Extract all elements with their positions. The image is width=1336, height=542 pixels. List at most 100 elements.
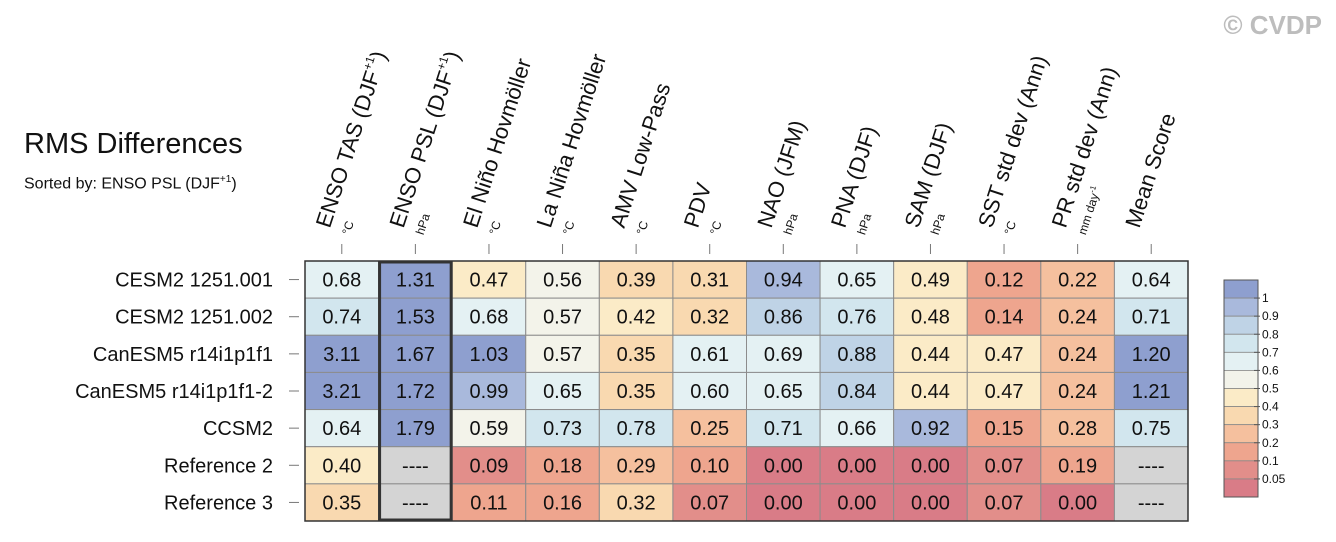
heatmap-cell xyxy=(966,334,1042,373)
legend-swatch xyxy=(1223,297,1259,317)
heatmap-cell xyxy=(304,483,380,522)
cell-value-label: 0.57 xyxy=(543,307,582,329)
cell-value-label: 0.88 xyxy=(837,344,876,366)
cell-value-label: 0.00 xyxy=(911,492,950,514)
column-header: PDV°C xyxy=(679,179,725,236)
cell-value-label: 0.19 xyxy=(1058,455,1097,477)
legend-tick-label: 0.5 xyxy=(1262,382,1279,396)
cell-value-label: 0.86 xyxy=(764,307,803,329)
row-label: CCSM2 xyxy=(203,418,273,440)
heatmap-cell xyxy=(1113,409,1189,448)
column-header: PNA (DJF)hPa xyxy=(826,123,882,237)
cell-value-label: 1.20 xyxy=(1132,344,1171,366)
heatmap-cell xyxy=(672,446,748,485)
cell-value-label: 0.71 xyxy=(764,418,803,440)
column-unit: hPa xyxy=(928,211,948,236)
cell-value-label: 0.24 xyxy=(1058,381,1097,403)
cell-value-label: 0.11 xyxy=(470,492,507,514)
cell-value-label: 1.31 xyxy=(396,270,435,292)
heatmap-cell xyxy=(1040,446,1115,485)
cell-value-label: 0.56 xyxy=(543,270,582,292)
cell-value-label: 0.47 xyxy=(469,270,508,292)
heatmap-cell xyxy=(378,483,453,522)
cell-value-label: 0.57 xyxy=(543,344,582,366)
heatmap-cell xyxy=(598,297,674,336)
cell-value-label: 3.11 xyxy=(323,344,360,366)
legend-tick-label: 0.2 xyxy=(1262,436,1279,450)
legend-swatch xyxy=(1223,333,1259,353)
heatmap-cell xyxy=(966,260,1042,299)
heatmap-cell xyxy=(672,483,748,522)
cell-value-label: 0.44 xyxy=(911,344,950,366)
legend-swatch xyxy=(1223,315,1259,335)
heatmap-cell xyxy=(1113,334,1189,373)
legend-swatch xyxy=(1223,279,1259,299)
heatmap-cell xyxy=(304,297,380,336)
legend-swatch xyxy=(1223,478,1259,498)
cell-value-label: 0.40 xyxy=(322,455,361,477)
cell-value-label: 0.42 xyxy=(617,307,656,329)
cell-value-label: ---- xyxy=(1138,492,1165,514)
cell-value-label: 0.00 xyxy=(911,455,950,477)
column-label: SAM (DJF) xyxy=(899,119,956,230)
column-header: AMV Low-Pass°C xyxy=(605,80,675,237)
heatmap-cell xyxy=(746,371,821,411)
cell-value-label: 0.69 xyxy=(764,344,803,366)
chart-subtitle: Sorted by: ENSO PSL (DJF+1) xyxy=(24,174,237,193)
column-label: ENSO PSL (DJF+1) xyxy=(383,48,465,231)
cell-value-label: 0.32 xyxy=(617,492,656,514)
column-label: El Niño Hovmöller xyxy=(458,55,536,230)
cell-value-label: 0.35 xyxy=(322,492,361,514)
column-label: PNA (DJF) xyxy=(826,123,882,231)
legend-tick-label: 0.1 xyxy=(1262,454,1279,468)
cell-value-label: ---- xyxy=(1138,455,1165,477)
cell-value-label: ---- xyxy=(402,492,429,514)
cell-value-label: 0.35 xyxy=(617,344,656,366)
cell-value-label: 0.24 xyxy=(1058,344,1097,366)
heatmap-cell xyxy=(1113,371,1189,411)
cell-value-label: 0.65 xyxy=(837,270,876,292)
heatmap-cell xyxy=(304,446,380,485)
cell-value-label: 0.00 xyxy=(837,492,876,514)
row-label: CESM2 1251.001 xyxy=(115,270,273,292)
heatmap-cell xyxy=(304,334,380,373)
cell-value-label: 3.21 xyxy=(322,381,361,403)
cell-value-label: 0.48 xyxy=(911,307,950,329)
cell-value-label: 0.00 xyxy=(1058,492,1097,514)
cell-value-label: 0.22 xyxy=(1058,270,1097,292)
legend-tick-label: 0.4 xyxy=(1262,400,1279,414)
heatmap-cell xyxy=(819,371,895,411)
cell-value-label: 0.09 xyxy=(469,455,508,477)
subtitle-sup: +1 xyxy=(219,174,232,185)
cell-value-label: ---- xyxy=(402,455,429,477)
cell-value-label: 1.53 xyxy=(396,307,435,329)
legend-swatch xyxy=(1223,442,1259,462)
cell-value-label: 0.66 xyxy=(837,418,876,440)
cell-value-label: 0.68 xyxy=(469,307,508,329)
row-label: Reference 3 xyxy=(164,492,273,514)
row-label: CanESM5 r14i1p1f1-2 xyxy=(75,381,273,403)
cell-value-label: 0.24 xyxy=(1058,307,1097,329)
column-label: AMV Low-Pass xyxy=(605,80,675,231)
cell-value-label: 0.07 xyxy=(985,492,1024,514)
cell-value-label: 0.47 xyxy=(985,381,1024,403)
row-label: CESM2 1251.002 xyxy=(115,307,273,329)
cell-value-label: 0.78 xyxy=(617,418,656,440)
heatmap-cell xyxy=(672,334,748,373)
heatmap-cell xyxy=(525,371,600,411)
legend-swatch xyxy=(1223,424,1259,444)
cell-value-label: 0.14 xyxy=(985,307,1024,329)
cell-value-label: 0.12 xyxy=(985,270,1024,292)
legend-swatch xyxy=(1223,406,1259,426)
heatmap-cell xyxy=(451,483,527,522)
cell-value-label: 0.84 xyxy=(837,381,876,403)
heatmap-cell xyxy=(819,446,895,485)
cell-value-label: 0.07 xyxy=(985,455,1024,477)
legend-swatch xyxy=(1223,370,1259,389)
legend-tick-label: 0.7 xyxy=(1262,345,1279,359)
column-header: SAM (DJF)hPa xyxy=(899,119,956,236)
row-label: Reference 2 xyxy=(164,455,273,477)
column-unit: °C xyxy=(560,219,578,236)
column-unit: hPa xyxy=(781,211,801,236)
column-unit: hPa xyxy=(413,211,433,236)
